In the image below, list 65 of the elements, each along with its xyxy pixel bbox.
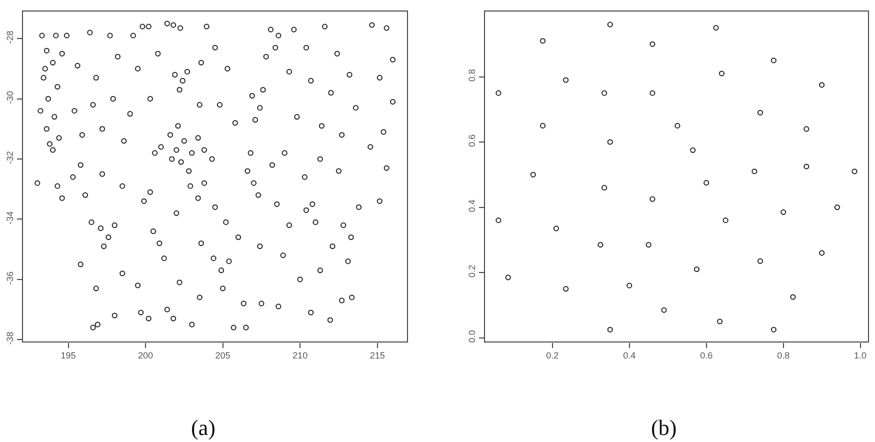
x-tick-label: 0.8 — [777, 350, 790, 361]
y-tick-label: -28 — [5, 30, 16, 44]
point — [694, 266, 700, 272]
point — [540, 38, 546, 44]
point — [602, 90, 608, 96]
point — [804, 126, 810, 132]
y-tick-label: -32 — [5, 151, 16, 164]
point — [650, 41, 656, 47]
point — [505, 274, 511, 280]
point — [598, 242, 604, 248]
point — [852, 168, 858, 174]
y-tick-label: -30 — [5, 90, 16, 104]
point — [770, 326, 776, 332]
point — [607, 139, 613, 145]
point — [646, 242, 652, 248]
point — [757, 110, 764, 116]
point — [718, 70, 725, 76]
point — [819, 250, 825, 256]
point — [804, 164, 810, 170]
x-tick-label: 1.0 — [854, 350, 867, 361]
point — [626, 282, 632, 288]
point — [540, 122, 546, 128]
point — [496, 218, 502, 224]
point — [770, 58, 776, 64]
point — [650, 90, 656, 96]
point — [752, 168, 758, 174]
x-tick-label: 0.4 — [623, 350, 636, 361]
point — [704, 180, 710, 186]
point — [790, 294, 796, 300]
x-tick-label: 0.6 — [700, 350, 713, 361]
y-tick-label: 0.8 — [467, 69, 478, 82]
point — [757, 258, 764, 264]
y-tick-label: 0.4 — [467, 200, 478, 212]
x-tick-label: 195 — [60, 350, 76, 361]
point — [819, 82, 825, 88]
point — [661, 307, 667, 313]
point — [496, 90, 502, 96]
point — [563, 286, 569, 292]
y-tick-label: 0.6 — [467, 134, 478, 147]
y-tick-label: -34 — [5, 211, 16, 224]
y-tick-label: -36 — [5, 272, 16, 285]
point — [674, 122, 680, 128]
point — [722, 218, 728, 224]
point — [563, 77, 569, 83]
point — [553, 226, 560, 232]
point — [607, 326, 613, 332]
point — [650, 196, 656, 202]
point — [602, 184, 608, 190]
x-tick-label: 210 — [292, 350, 308, 361]
point — [607, 22, 613, 28]
y-tick-label: -38 — [5, 332, 16, 345]
point — [834, 204, 840, 210]
point — [530, 172, 536, 178]
x-tick-label: 205 — [215, 350, 230, 361]
point — [690, 147, 696, 153]
x-tick-label: 0.2 — [546, 350, 559, 361]
text: (a) — [191, 415, 216, 440]
y-tick-label: 0.0 — [467, 330, 478, 343]
point — [780, 209, 786, 215]
point — [717, 318, 723, 324]
x-tick-label: 200 — [138, 350, 154, 361]
x-tick-label: 215 — [370, 350, 385, 361]
y-tick-label: 0.2 — [467, 264, 478, 278]
point — [713, 25, 719, 31]
text: (b) — [651, 415, 677, 440]
